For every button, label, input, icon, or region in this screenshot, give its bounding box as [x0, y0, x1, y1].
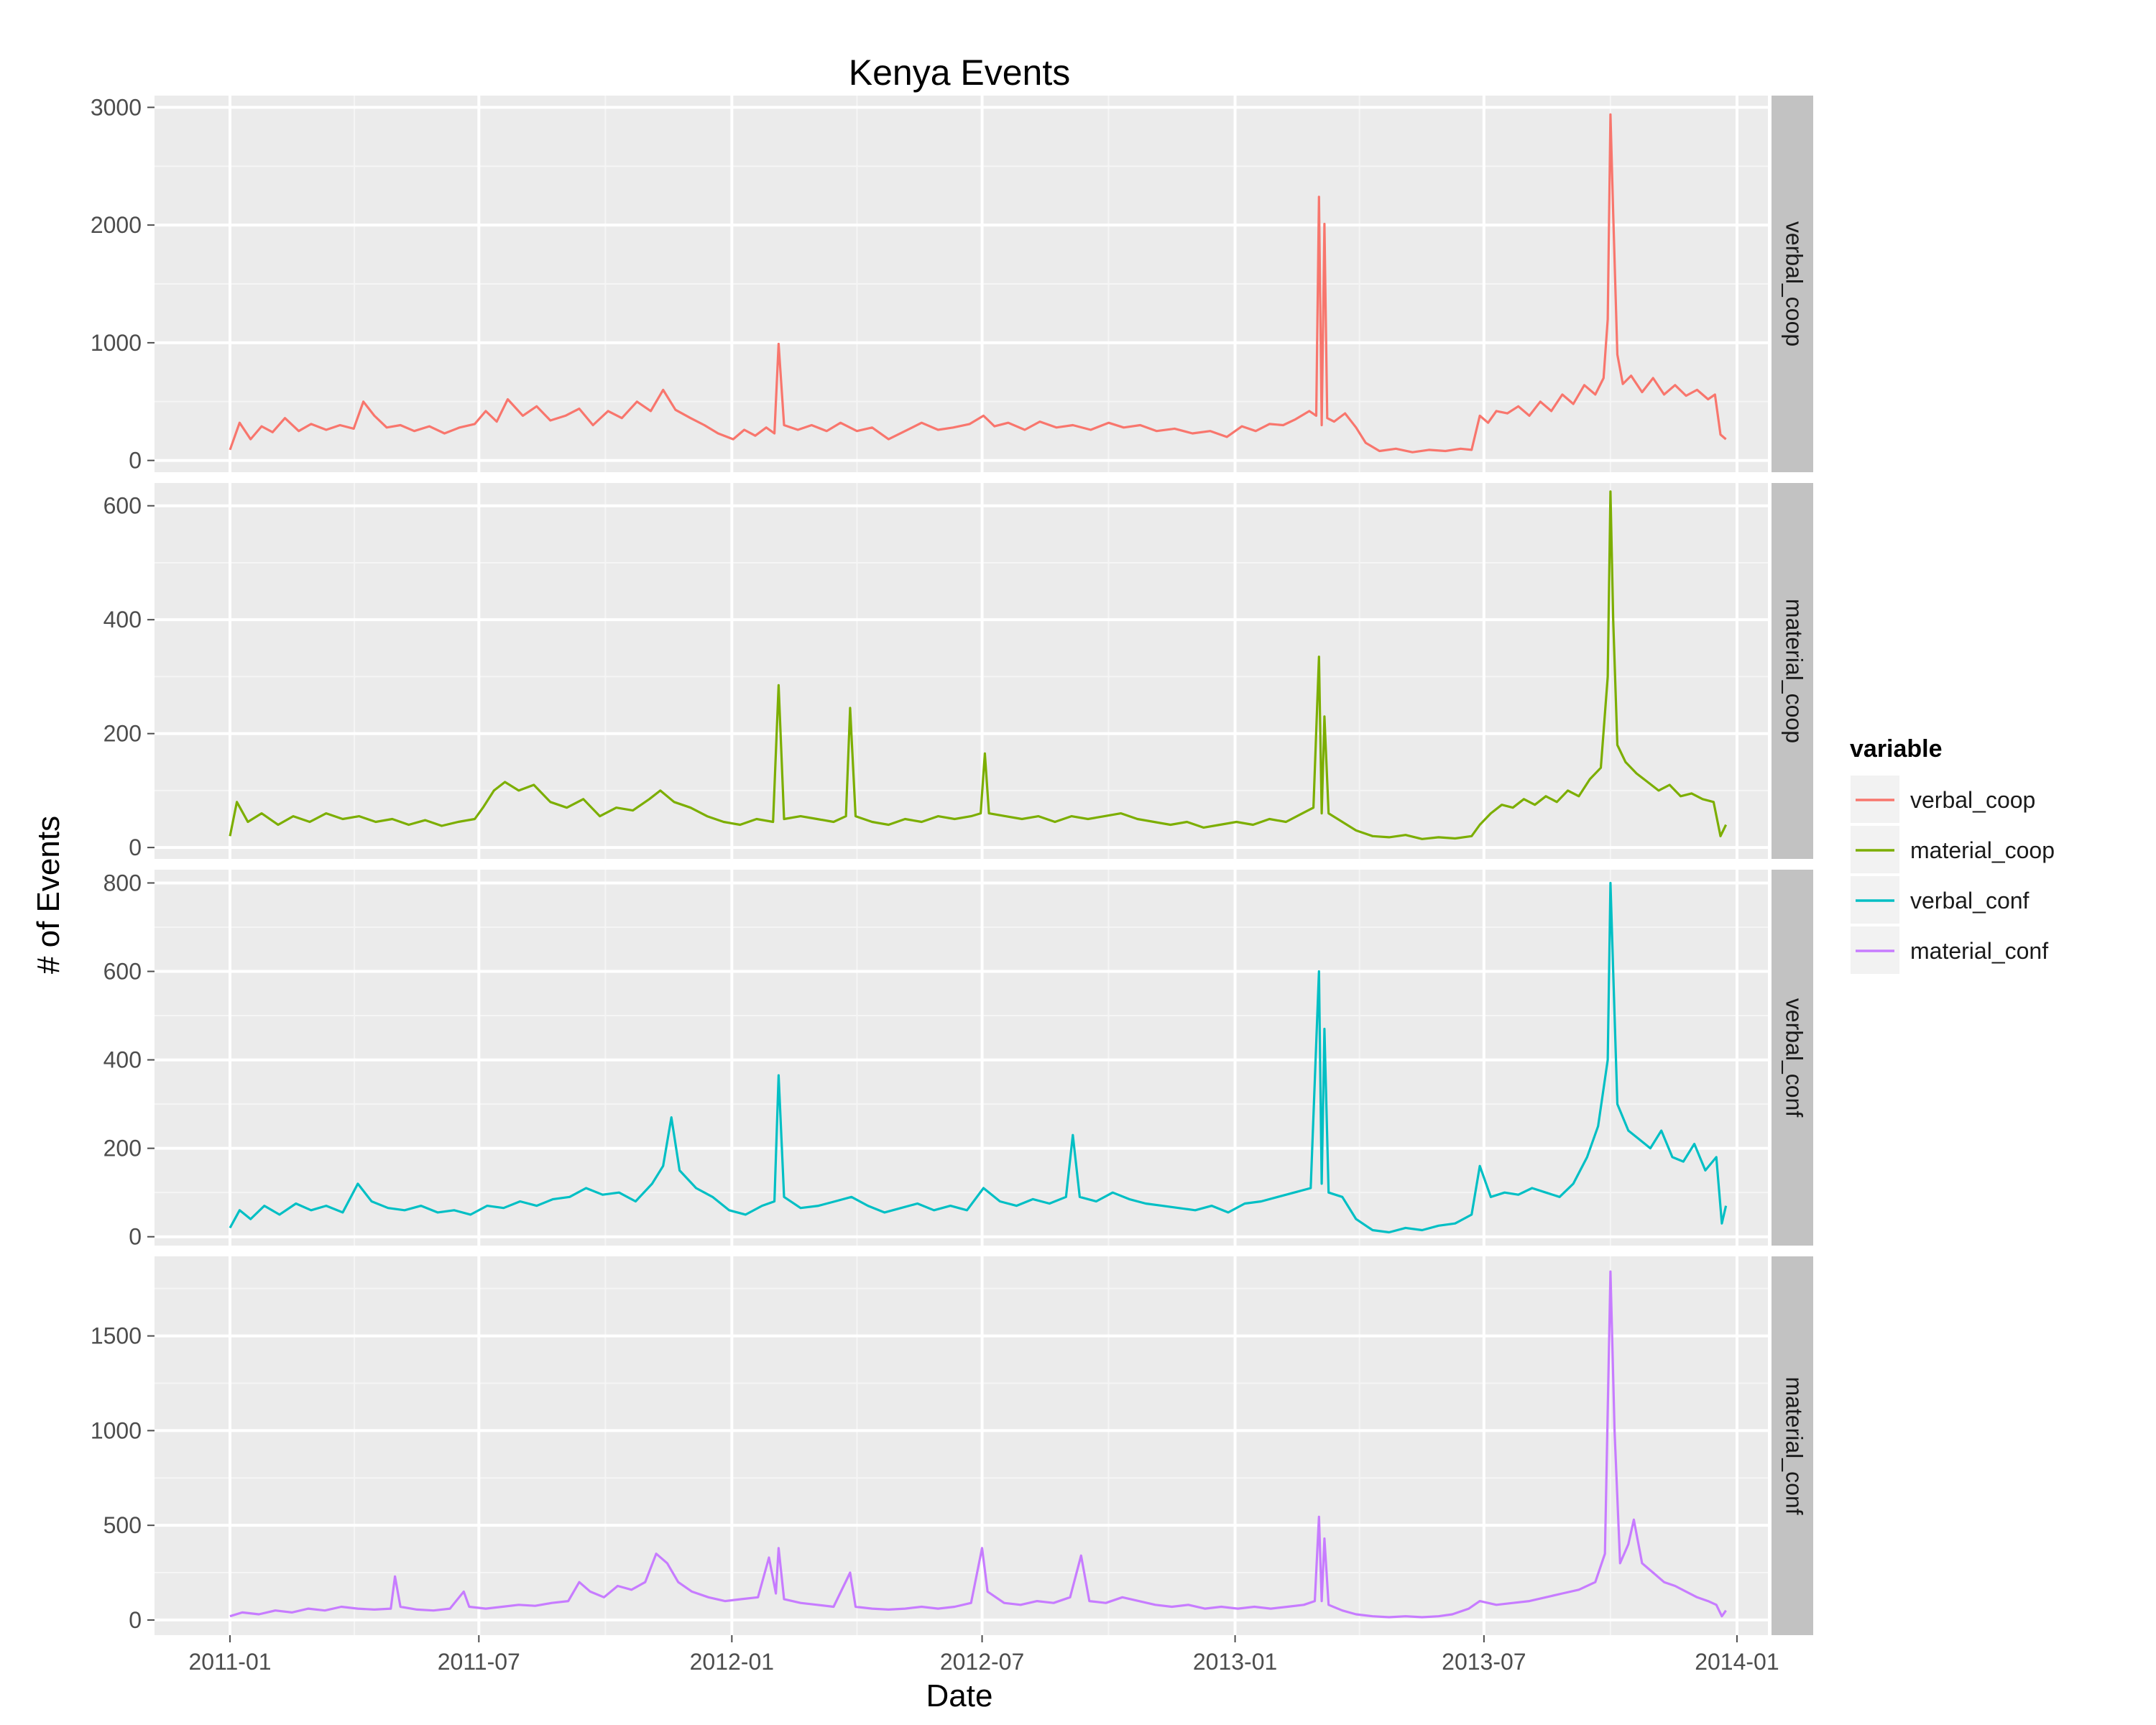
y-axis-title: # of Events — [31, 816, 66, 974]
panel-background — [155, 483, 1768, 859]
y-tick-label: 200 — [103, 721, 142, 747]
facet-strip-label: material_coop — [1782, 599, 1807, 743]
facet-panel-material_coop: 0 200 400 600 material_coop — [103, 483, 1813, 860]
panel-background — [155, 870, 1768, 1246]
facet-strip — [1772, 1256, 1813, 1635]
x-tick-label: 2013-07 — [1442, 1649, 1526, 1675]
facet-panel-material_conf: 0 500 1000 1500 material_conf — [91, 1256, 1813, 1635]
legend-label-material_coop: material_coop — [1910, 837, 2055, 863]
y-tick-label: 1000 — [91, 330, 142, 356]
chart-title: Kenya Events — [849, 52, 1071, 93]
legend-label-verbal_coop: verbal_coop — [1910, 787, 2035, 813]
series-line-material_conf — [229, 1270, 1727, 1619]
facet-panel-verbal_coop: 0 1000 2000 3000 verbal_coop — [91, 94, 1813, 474]
series-line-verbal_conf — [229, 881, 1728, 1234]
series-line-material_coop — [229, 490, 1728, 840]
legend-label-verbal_conf: verbal_conf — [1910, 888, 2030, 914]
y-tick-label: 0 — [129, 1224, 142, 1250]
x-tick-label: 2011-01 — [188, 1649, 271, 1675]
facet-strip-label: verbal_coop — [1782, 221, 1807, 346]
y-tick-label: 0 — [129, 1607, 142, 1633]
y-tick-label: 800 — [103, 870, 142, 896]
y-tick-label: 0 — [129, 448, 142, 474]
legend-title: variable — [1850, 735, 1943, 763]
y-tick-label: 1500 — [91, 1323, 142, 1349]
y-tick-label: 600 — [103, 493, 142, 519]
y-tick-label: 200 — [103, 1136, 142, 1162]
x-tick-label: 2012-01 — [690, 1649, 774, 1675]
facet-strip-label: verbal_conf — [1782, 998, 1807, 1118]
y-tick-label: 400 — [103, 607, 142, 632]
legend: variable verbal_coopmaterial_coopverbal_… — [1849, 735, 2055, 975]
facet-strip — [1772, 870, 1813, 1246]
y-tick-label: 3000 — [91, 94, 142, 120]
x-tick-label: 2012-07 — [940, 1649, 1024, 1675]
y-tick-label: 400 — [103, 1047, 142, 1073]
x-tick-label: 2013-01 — [1193, 1649, 1277, 1675]
facet-strip-label: material_conf — [1782, 1376, 1807, 1514]
series-line-verbal_coop — [229, 113, 1727, 454]
legend-label-material_conf: material_conf — [1910, 938, 2048, 964]
facet-panel-verbal_conf: 0 200 400 600 800 verbal_conf — [103, 870, 1813, 1250]
y-tick-label: 1000 — [91, 1417, 142, 1443]
x-axis: 2011-01 2011-07 2012-01 2012-07 2013-01 2013-… — [188, 1635, 1779, 1675]
y-tick-label: 500 — [103, 1512, 142, 1538]
facet-panels: 0100020003000verbal_coop0200400600materi… — [91, 94, 1813, 1635]
x-tick-label: 2014-01 — [1695, 1649, 1779, 1675]
y-tick-label: 600 — [103, 959, 142, 985]
x-axis-title: Date — [926, 1678, 993, 1714]
panel-background — [155, 1256, 1768, 1635]
y-tick-label: 2000 — [91, 212, 142, 238]
facet-strip — [1772, 96, 1813, 472]
y-tick-label: 0 — [129, 834, 142, 860]
legend-keys: verbal_coop material_coop verbal_confmater… — [1849, 774, 2055, 975]
x-tick-label: 2011-07 — [438, 1649, 520, 1675]
facet-strip — [1772, 483, 1813, 859]
